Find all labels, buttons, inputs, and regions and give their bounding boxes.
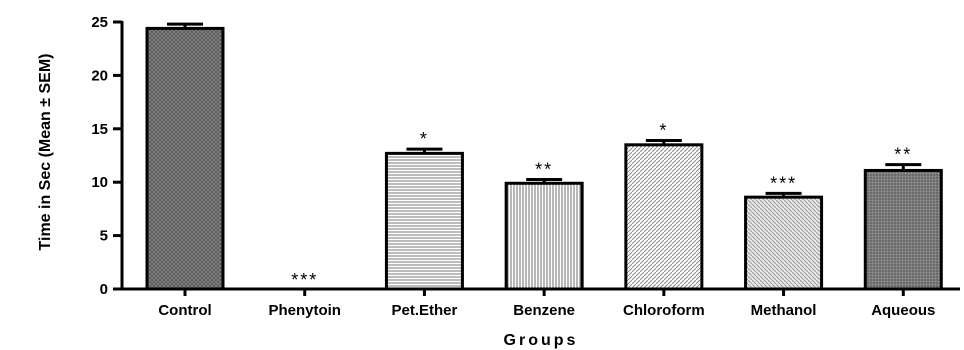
y-tick-label: 20 (91, 67, 108, 84)
bar-aqueous (863, 168, 943, 291)
y-tick-label: 25 (91, 14, 108, 31)
y-tick-label: 15 (91, 121, 108, 138)
y-tick-label: 0 (100, 281, 108, 298)
x-tick-label: Phenytoin (268, 302, 341, 319)
significance-label: * (659, 121, 668, 141)
y-axis-title: Time in Sec (Mean ± SEM) (37, 54, 54, 251)
significance-label: ** (535, 160, 553, 180)
y-tick-label: 10 (91, 174, 108, 191)
y-tick-label: 5 (100, 228, 108, 245)
bar-benzene (504, 181, 584, 291)
x-axis-title: Groups (504, 332, 579, 349)
x-tick-label: Pet.Ether (391, 302, 457, 319)
significance-label: * (420, 129, 429, 149)
x-tick-label: Chloroform (623, 302, 705, 319)
bar-control (145, 26, 225, 291)
bar-methanol (744, 195, 824, 291)
x-axis: Control Phenytoin Pet.Ether Benzene Chlorofo… (121, 287, 960, 319)
x-tick-label: Methanol (751, 302, 817, 319)
x-tick-label: Benzene (513, 302, 575, 319)
y-axis: 0 5 10 15 20 25 (91, 14, 124, 298)
significance-label: *** (291, 270, 318, 290)
x-tick-label: Aqueous (871, 302, 935, 319)
significance-label: *** (770, 173, 797, 193)
bar-chloroform (624, 143, 704, 291)
x-tick-label: Control (158, 302, 211, 319)
bars: ************ (145, 22, 943, 291)
significance-label: ** (894, 145, 912, 165)
bar-pet-ether (384, 151, 464, 291)
